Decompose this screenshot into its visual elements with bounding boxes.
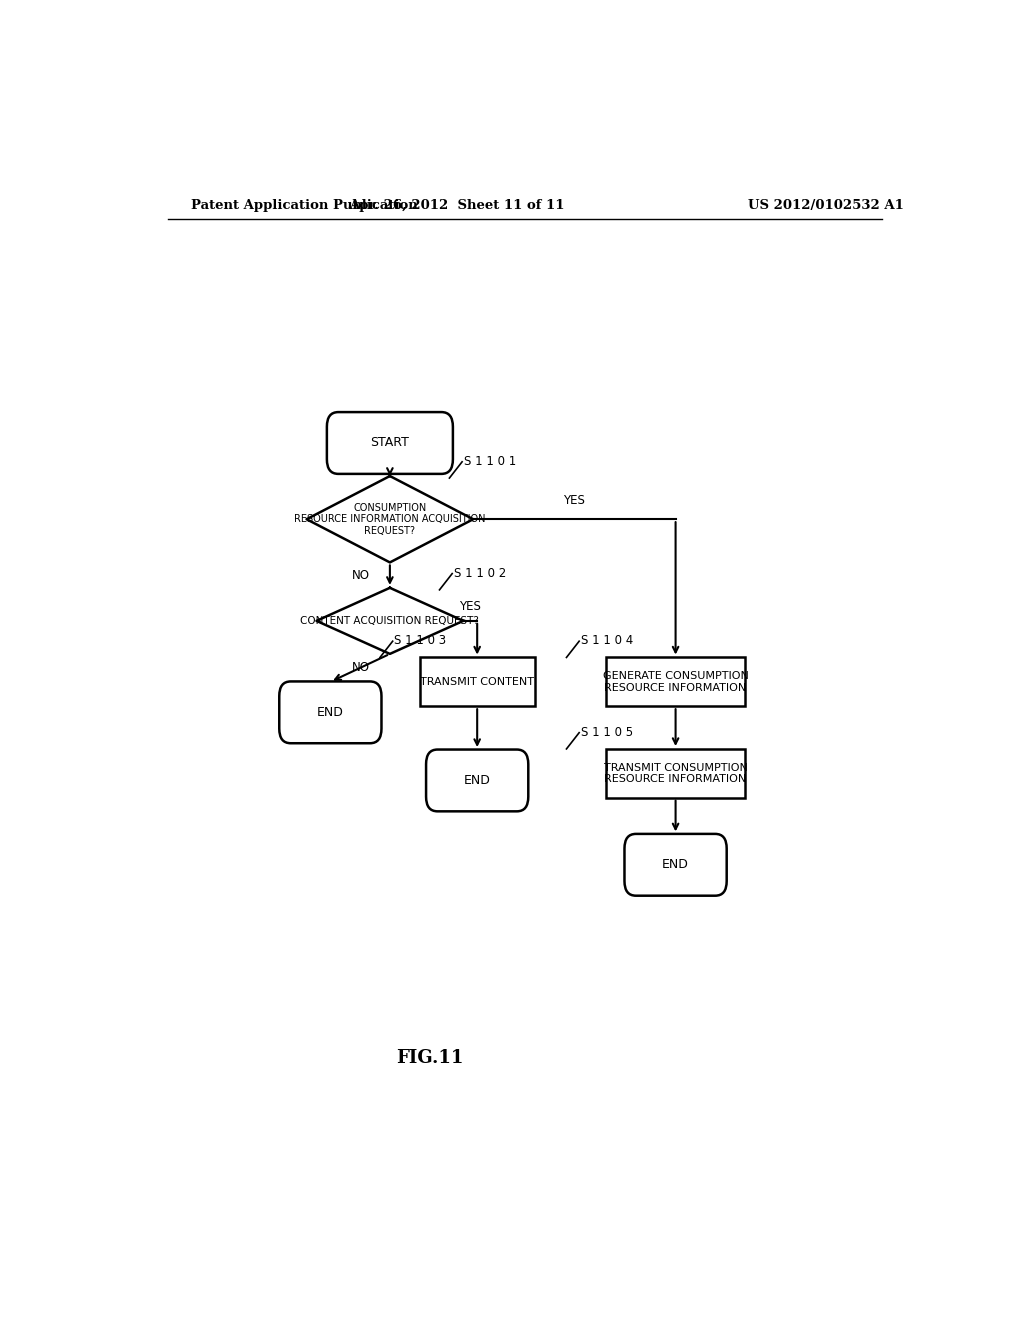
Polygon shape xyxy=(306,477,473,562)
Text: CONTENT ACQUISITION REQUEST?: CONTENT ACQUISITION REQUEST? xyxy=(300,616,479,626)
FancyBboxPatch shape xyxy=(280,681,382,743)
Text: Patent Application Publication: Patent Application Publication xyxy=(191,198,418,211)
Polygon shape xyxy=(316,587,463,653)
FancyBboxPatch shape xyxy=(426,750,528,812)
Text: END: END xyxy=(464,774,490,787)
Text: S 1 1 0 1: S 1 1 0 1 xyxy=(464,455,516,467)
FancyBboxPatch shape xyxy=(327,412,453,474)
Bar xyxy=(606,657,745,706)
Text: S 1 1 0 4: S 1 1 0 4 xyxy=(581,635,633,647)
Text: S 1 1 0 2: S 1 1 0 2 xyxy=(454,566,506,579)
Bar xyxy=(420,657,535,706)
Text: Apr. 26, 2012  Sheet 11 of 11: Apr. 26, 2012 Sheet 11 of 11 xyxy=(349,198,565,211)
Text: NO: NO xyxy=(352,661,370,675)
Text: TRANSMIT CONTENT: TRANSMIT CONTENT xyxy=(420,677,535,686)
Text: YES: YES xyxy=(460,599,481,612)
Bar xyxy=(606,748,745,797)
Text: END: END xyxy=(317,706,344,719)
Text: NO: NO xyxy=(352,569,370,582)
Text: US 2012/0102532 A1: US 2012/0102532 A1 xyxy=(749,198,904,211)
Text: TRANSMIT CONSUMPTION
RESOURCE INFORMATION: TRANSMIT CONSUMPTION RESOURCE INFORMATIO… xyxy=(603,763,748,784)
Text: START: START xyxy=(371,437,410,450)
Text: S 1 1 0 3: S 1 1 0 3 xyxy=(394,635,446,647)
Text: FIG.11: FIG.11 xyxy=(396,1049,463,1067)
Text: CONSUMPTION
RESOURCE INFORMATION ACQUISITION
REQUEST?: CONSUMPTION RESOURCE INFORMATION ACQUISI… xyxy=(294,503,485,536)
FancyBboxPatch shape xyxy=(625,834,727,896)
Text: GENERATE CONSUMPTION
RESOURCE INFORMATION: GENERATE CONSUMPTION RESOURCE INFORMATIO… xyxy=(603,671,749,693)
Text: YES: YES xyxy=(563,494,586,507)
Text: S 1 1 0 5: S 1 1 0 5 xyxy=(581,726,633,739)
Text: END: END xyxy=(663,858,689,871)
